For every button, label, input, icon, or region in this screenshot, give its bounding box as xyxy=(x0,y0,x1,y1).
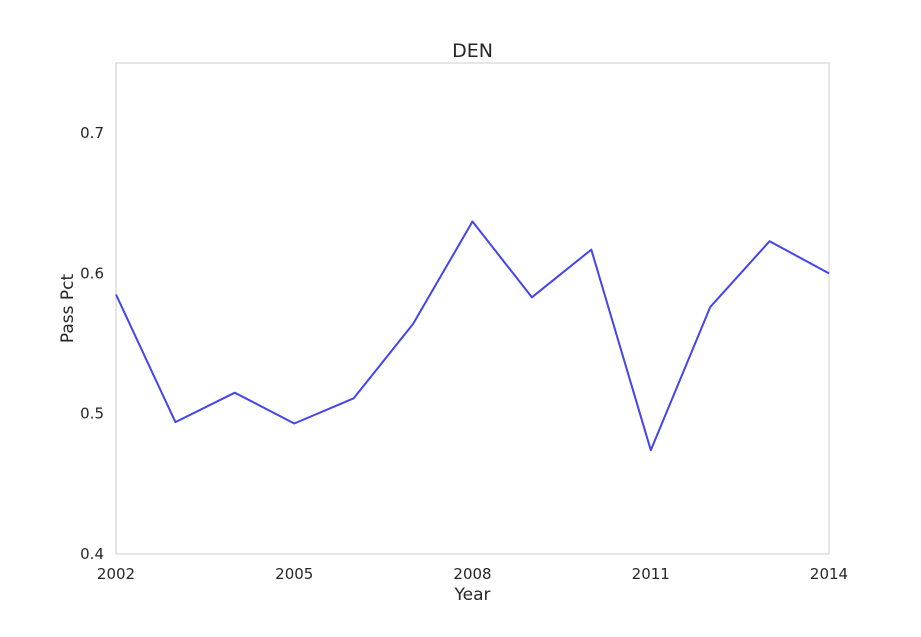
series-line xyxy=(115,220,830,452)
y-tick-label: 0.7 xyxy=(80,124,104,142)
chart-title: DEN xyxy=(452,40,493,62)
series-layer xyxy=(115,220,830,452)
plot-frame xyxy=(115,62,830,555)
x-tick-label: 2014 xyxy=(810,565,848,583)
x-axis-label: Year xyxy=(454,585,491,605)
y-tick-label: 0.6 xyxy=(80,264,104,282)
tick-labels: 2002 2005 2008 2011 2014 0.4 0.5 0.6 0.7 xyxy=(80,124,848,583)
y-tick-label: 0.4 xyxy=(80,545,104,563)
x-tick-label: 2002 xyxy=(97,565,135,583)
x-tick-label: 2011 xyxy=(632,565,670,583)
y-tick-label: 0.5 xyxy=(80,405,104,423)
x-tick-label: 2005 xyxy=(275,565,313,583)
x-tick-label: 2008 xyxy=(453,565,491,583)
y-axis-label: Pass Pct xyxy=(58,274,78,344)
